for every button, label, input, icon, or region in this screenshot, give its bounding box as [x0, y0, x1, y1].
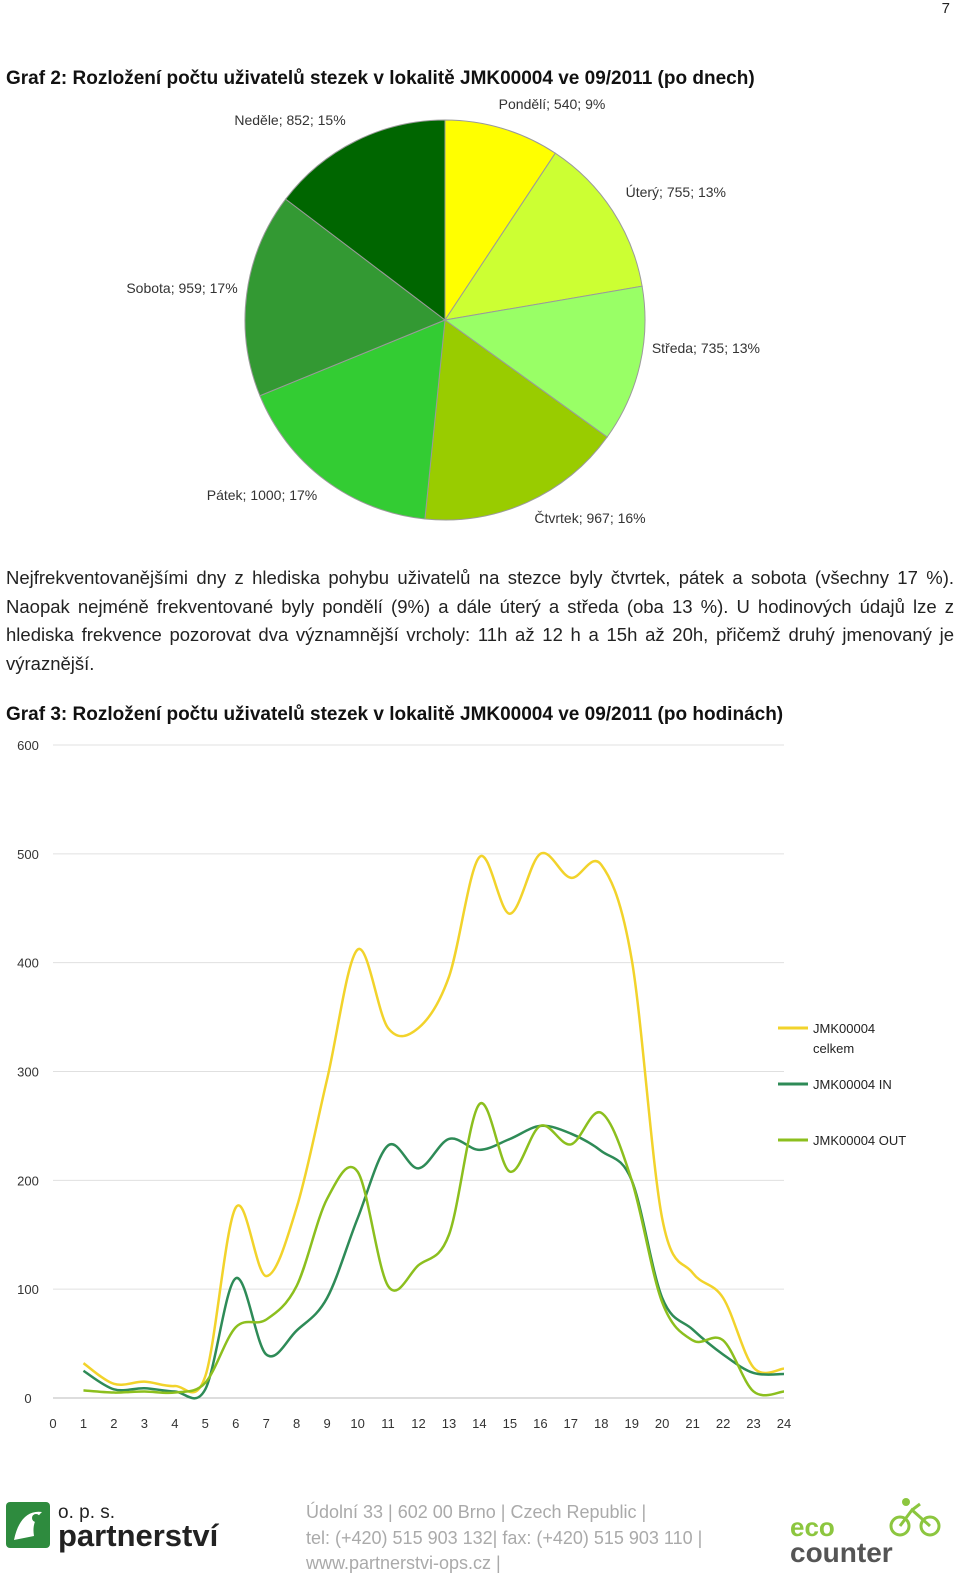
graph3-title: Graf 3: Rozložení počtu uživatelů stezek…	[6, 704, 784, 725]
logo-org-prefix: o. p. s.	[58, 1502, 115, 1523]
x-tick-label: 8	[293, 1416, 300, 1431]
page-number: 7	[941, 0, 950, 17]
x-tick-label: 9	[324, 1416, 331, 1431]
x-tick-label: 16	[533, 1416, 547, 1431]
pie-slice	[443, 152, 643, 321]
pie-slice	[284, 119, 446, 322]
x-tick-label: 23	[746, 1416, 760, 1431]
pie-slice-label: Středa; 735; 13%	[652, 340, 760, 356]
y-tick-label: 400	[17, 956, 39, 971]
x-tick-label: 0	[49, 1416, 56, 1431]
x-tick-label: 14	[472, 1416, 486, 1431]
eco-counter-logo-icon: eco counter	[790, 1498, 941, 1568]
x-tick-label: 3	[141, 1416, 148, 1431]
x-tick-label: 4	[171, 1416, 178, 1431]
footer-website-link[interactable]: www.partnerstvi-ops.cz |	[306, 1553, 501, 1573]
x-tick-label: 7	[263, 1416, 270, 1431]
x-tick-label: 20	[655, 1416, 669, 1431]
pie-slice	[259, 319, 446, 520]
y-tick-label: 0	[24, 1391, 31, 1406]
x-tick-label: 11	[381, 1416, 395, 1431]
pie-slice-label: Pondělí; 540; 9%	[499, 96, 606, 112]
legend-label: JMK00004 IN	[813, 1077, 892, 1092]
x-tick-label: 24	[777, 1416, 791, 1431]
logo-counter-text: counter	[790, 1537, 893, 1566]
x-tick-label: 5	[202, 1416, 209, 1431]
legend-label: JMK00004	[813, 1021, 875, 1036]
x-tick-label: 2	[110, 1416, 117, 1431]
x-tick-label: 12	[411, 1416, 425, 1431]
x-tick-label: 6	[232, 1416, 239, 1431]
footer-phone-line: tel: (+420) 515 903 132| fax: (+420) 515…	[306, 1527, 703, 1548]
x-tick-label: 21	[685, 1416, 699, 1431]
pie-chart: Pondělí; 540; 9% Úterý; 755; 13% Středa; 7…	[126, 96, 760, 526]
series-line	[83, 1102, 785, 1397]
logo-eco-text: eco	[790, 1512, 835, 1542]
series-line	[82, 851, 785, 1394]
x-tick-label: 17	[564, 1416, 578, 1431]
pie-slice-label: Úterý; 755; 13%	[626, 184, 726, 200]
logo-org-name: partnerství	[58, 1518, 220, 1553]
y-tick-label: 500	[17, 847, 39, 862]
pie-slice-label: Neděle; 852; 15%	[234, 112, 345, 128]
eco-counter-logo: eco counter	[790, 1496, 955, 1568]
x-tick-label: 13	[442, 1416, 456, 1431]
graph2-title: Graf 2: Rozložení počtu uživatelů stezek…	[6, 68, 755, 89]
x-tick-label: 1	[80, 1416, 87, 1431]
pie-slice	[424, 319, 608, 521]
body-paragraph: Nejfrekventovanějšími dny z hlediska poh…	[6, 567, 954, 674]
pie-slice	[244, 198, 446, 397]
y-tick-label: 300	[17, 1065, 39, 1080]
footer-address-line: Údolní 33 | 602 00 Brno | Czech Republic…	[306, 1502, 647, 1522]
pie-slice-label: Pátek; 1000; 17%	[207, 487, 318, 503]
x-tick-label: 15	[503, 1416, 517, 1431]
pie-slice	[444, 119, 556, 322]
x-tick-label: 22	[716, 1416, 730, 1431]
partnerstvi-logo: o. p. s. partnerství	[6, 1500, 266, 1560]
pie-slice-label: Čtvrtek; 967; 16%	[534, 510, 645, 526]
partnerstvi-logo-icon: o. p. s. partnerství	[6, 1502, 220, 1553]
y-tick-label: 200	[17, 1173, 39, 1188]
legend-label: JMK00004 OUT	[813, 1133, 906, 1148]
x-tick-label: 18	[594, 1416, 608, 1431]
pie-slice	[443, 285, 646, 438]
y-tick-label: 600	[17, 740, 39, 753]
y-tick-label: 100	[17, 1282, 39, 1297]
pie-slice-label: Sobota; 959; 17%	[126, 280, 237, 296]
x-tick-label: 19	[624, 1416, 638, 1431]
legend-label: celkem	[813, 1041, 854, 1056]
x-tick-label: 10	[350, 1416, 364, 1431]
footer-address: Údolní 33 | 602 00 Brno | Czech Republic…	[306, 1500, 702, 1577]
series-line	[82, 1124, 785, 1400]
